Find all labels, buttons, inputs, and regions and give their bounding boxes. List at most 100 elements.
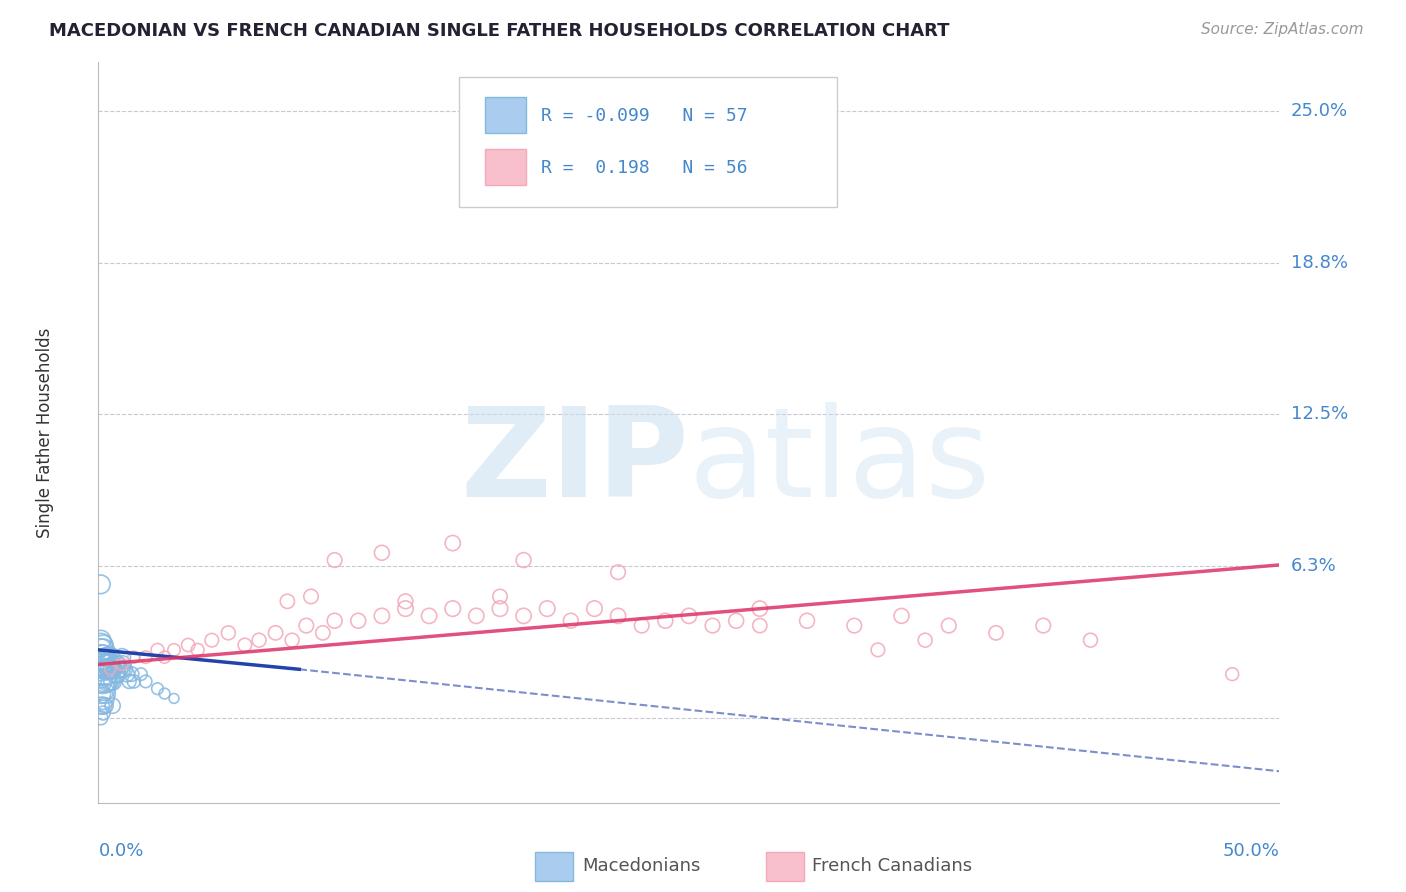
Text: 25.0%: 25.0% — [1291, 102, 1348, 120]
Point — [866, 643, 889, 657]
Point — [98, 674, 121, 689]
FancyBboxPatch shape — [485, 97, 526, 133]
Point — [153, 687, 176, 701]
Point — [914, 633, 936, 648]
Point — [104, 657, 127, 672]
Point — [323, 614, 346, 628]
Point — [264, 626, 287, 640]
Point — [91, 643, 114, 657]
Point — [295, 618, 318, 632]
Point — [90, 657, 112, 672]
Point — [844, 618, 866, 632]
Point — [91, 674, 114, 689]
Point — [163, 643, 186, 657]
Point — [233, 638, 256, 652]
Point — [105, 667, 128, 681]
Point — [135, 650, 157, 665]
Text: Source: ZipAtlas.com: Source: ZipAtlas.com — [1201, 22, 1364, 37]
Point — [725, 614, 748, 628]
FancyBboxPatch shape — [485, 149, 526, 185]
Point — [748, 601, 770, 615]
Point — [98, 657, 121, 672]
Point — [91, 698, 114, 713]
Point — [938, 618, 960, 632]
Point — [418, 608, 440, 623]
Point — [111, 657, 134, 672]
Point — [187, 643, 209, 657]
Text: 6.3%: 6.3% — [1291, 558, 1336, 575]
Point — [135, 674, 157, 689]
Point — [91, 667, 114, 681]
Text: Macedonians: Macedonians — [582, 857, 702, 875]
Point — [654, 614, 676, 628]
Point — [90, 711, 112, 725]
Point — [90, 643, 112, 657]
Point — [247, 633, 270, 648]
Point — [90, 638, 112, 652]
Point — [122, 650, 145, 665]
Point — [97, 662, 120, 676]
Point — [91, 650, 114, 665]
Point — [90, 650, 112, 665]
Point — [111, 650, 134, 665]
Point — [94, 667, 117, 681]
Text: 12.5%: 12.5% — [1291, 406, 1348, 424]
Point — [281, 633, 304, 648]
FancyBboxPatch shape — [536, 853, 574, 880]
Point — [1220, 667, 1243, 681]
Point — [97, 674, 120, 689]
FancyBboxPatch shape — [458, 78, 837, 207]
Point — [91, 657, 114, 672]
Text: French Canadians: French Canadians — [811, 857, 972, 875]
FancyBboxPatch shape — [766, 853, 803, 880]
Point — [98, 662, 121, 676]
Point — [177, 638, 200, 652]
Point — [441, 601, 464, 615]
Point — [560, 614, 582, 628]
Point — [748, 618, 770, 632]
Point — [90, 698, 112, 713]
Text: 18.8%: 18.8% — [1291, 253, 1347, 272]
Point — [121, 667, 143, 681]
Text: MACEDONIAN VS FRENCH CANADIAN SINGLE FATHER HOUSEHOLDS CORRELATION CHART: MACEDONIAN VS FRENCH CANADIAN SINGLE FAT… — [49, 22, 949, 40]
Point — [111, 657, 134, 672]
Point — [347, 614, 370, 628]
Point — [796, 614, 818, 628]
Point — [984, 626, 1007, 640]
Point — [97, 650, 120, 665]
Point — [90, 633, 112, 648]
Point — [122, 674, 145, 689]
Point — [90, 674, 112, 689]
Point — [702, 618, 724, 632]
Point — [98, 650, 121, 665]
Point — [153, 650, 176, 665]
Point — [105, 657, 128, 672]
Point — [512, 608, 534, 623]
Point — [890, 608, 912, 623]
Point — [101, 662, 124, 676]
Point — [94, 650, 117, 665]
Point — [465, 608, 488, 623]
Point — [607, 608, 630, 623]
Point — [394, 594, 416, 608]
Point — [91, 691, 114, 706]
Point — [394, 601, 416, 615]
Point — [90, 577, 112, 591]
Point — [1080, 633, 1102, 648]
Point — [536, 601, 558, 615]
Point — [112, 662, 135, 676]
Text: 0.0%: 0.0% — [98, 842, 143, 860]
Point — [94, 662, 117, 676]
Point — [146, 643, 169, 657]
Point — [115, 667, 138, 681]
Point — [489, 590, 512, 604]
Point — [630, 618, 652, 632]
Point — [91, 706, 114, 720]
Point — [489, 601, 512, 615]
Point — [104, 667, 127, 681]
Point — [118, 674, 141, 689]
Text: 50.0%: 50.0% — [1223, 842, 1279, 860]
Point — [583, 601, 606, 615]
Text: atlas: atlas — [689, 401, 991, 523]
Point — [94, 698, 117, 713]
